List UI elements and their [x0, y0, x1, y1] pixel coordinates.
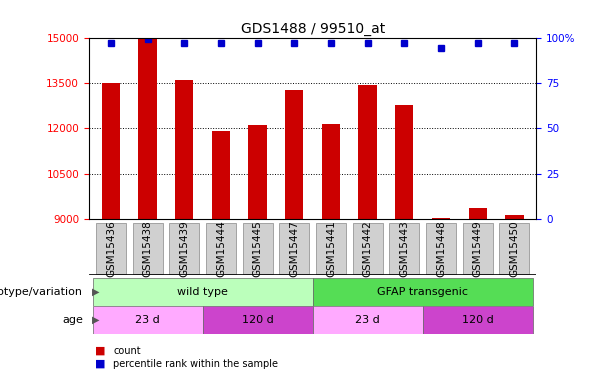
Bar [359, 85, 377, 219]
Bar [206, 223, 236, 274]
Text: 23 d: 23 d [135, 315, 160, 325]
Text: GFAP transgenic: GFAP transgenic [377, 286, 468, 297]
Bar [316, 223, 346, 274]
Bar [248, 125, 267, 219]
Text: GSM15449: GSM15449 [473, 220, 482, 277]
Text: GSM15450: GSM15450 [509, 220, 519, 277]
Bar [202, 306, 313, 334]
Text: GSM15445: GSM15445 [253, 220, 262, 277]
Title: GDS1488 / 99510_at: GDS1488 / 99510_at [240, 22, 385, 36]
Bar [93, 306, 202, 334]
Text: ■: ■ [95, 359, 105, 369]
Bar [468, 208, 487, 219]
Bar [285, 90, 303, 219]
Text: GSM15436: GSM15436 [106, 220, 116, 277]
Text: 23 d: 23 d [356, 315, 380, 325]
Text: GSM15439: GSM15439 [179, 220, 189, 277]
Bar [389, 223, 419, 274]
Text: percentile rank within the sample: percentile rank within the sample [113, 359, 278, 369]
Bar [313, 278, 533, 306]
Bar [423, 306, 533, 334]
Text: 120 d: 120 d [462, 315, 493, 325]
Text: GSM15447: GSM15447 [289, 220, 299, 277]
Text: GSM15444: GSM15444 [216, 220, 226, 277]
Text: GSM15438: GSM15438 [143, 220, 153, 277]
Bar [280, 223, 310, 274]
Bar [139, 39, 157, 219]
Text: genotype/variation: genotype/variation [0, 286, 83, 297]
Text: ▶: ▶ [92, 286, 99, 297]
Text: ▶: ▶ [92, 315, 99, 325]
Text: GSM15442: GSM15442 [363, 220, 373, 277]
Text: age: age [62, 315, 83, 325]
Bar [463, 223, 493, 274]
Bar [243, 223, 273, 274]
Text: GSM15443: GSM15443 [399, 220, 409, 277]
Bar [322, 124, 340, 219]
Text: ■: ■ [95, 346, 105, 355]
Text: count: count [113, 346, 141, 355]
Bar [169, 223, 199, 274]
Bar [395, 105, 414, 219]
Bar [175, 80, 194, 219]
Text: wild type: wild type [177, 286, 228, 297]
Text: GSM15448: GSM15448 [436, 220, 446, 277]
Bar [352, 223, 383, 274]
Bar [102, 83, 120, 219]
Bar [132, 223, 162, 274]
Bar [93, 278, 313, 306]
Bar [500, 223, 530, 274]
Bar [426, 223, 456, 274]
Text: GSM15441: GSM15441 [326, 220, 336, 277]
Text: 120 d: 120 d [242, 315, 273, 325]
Bar [313, 306, 423, 334]
Bar [96, 223, 126, 274]
Bar [211, 130, 230, 219]
Bar [505, 215, 524, 219]
